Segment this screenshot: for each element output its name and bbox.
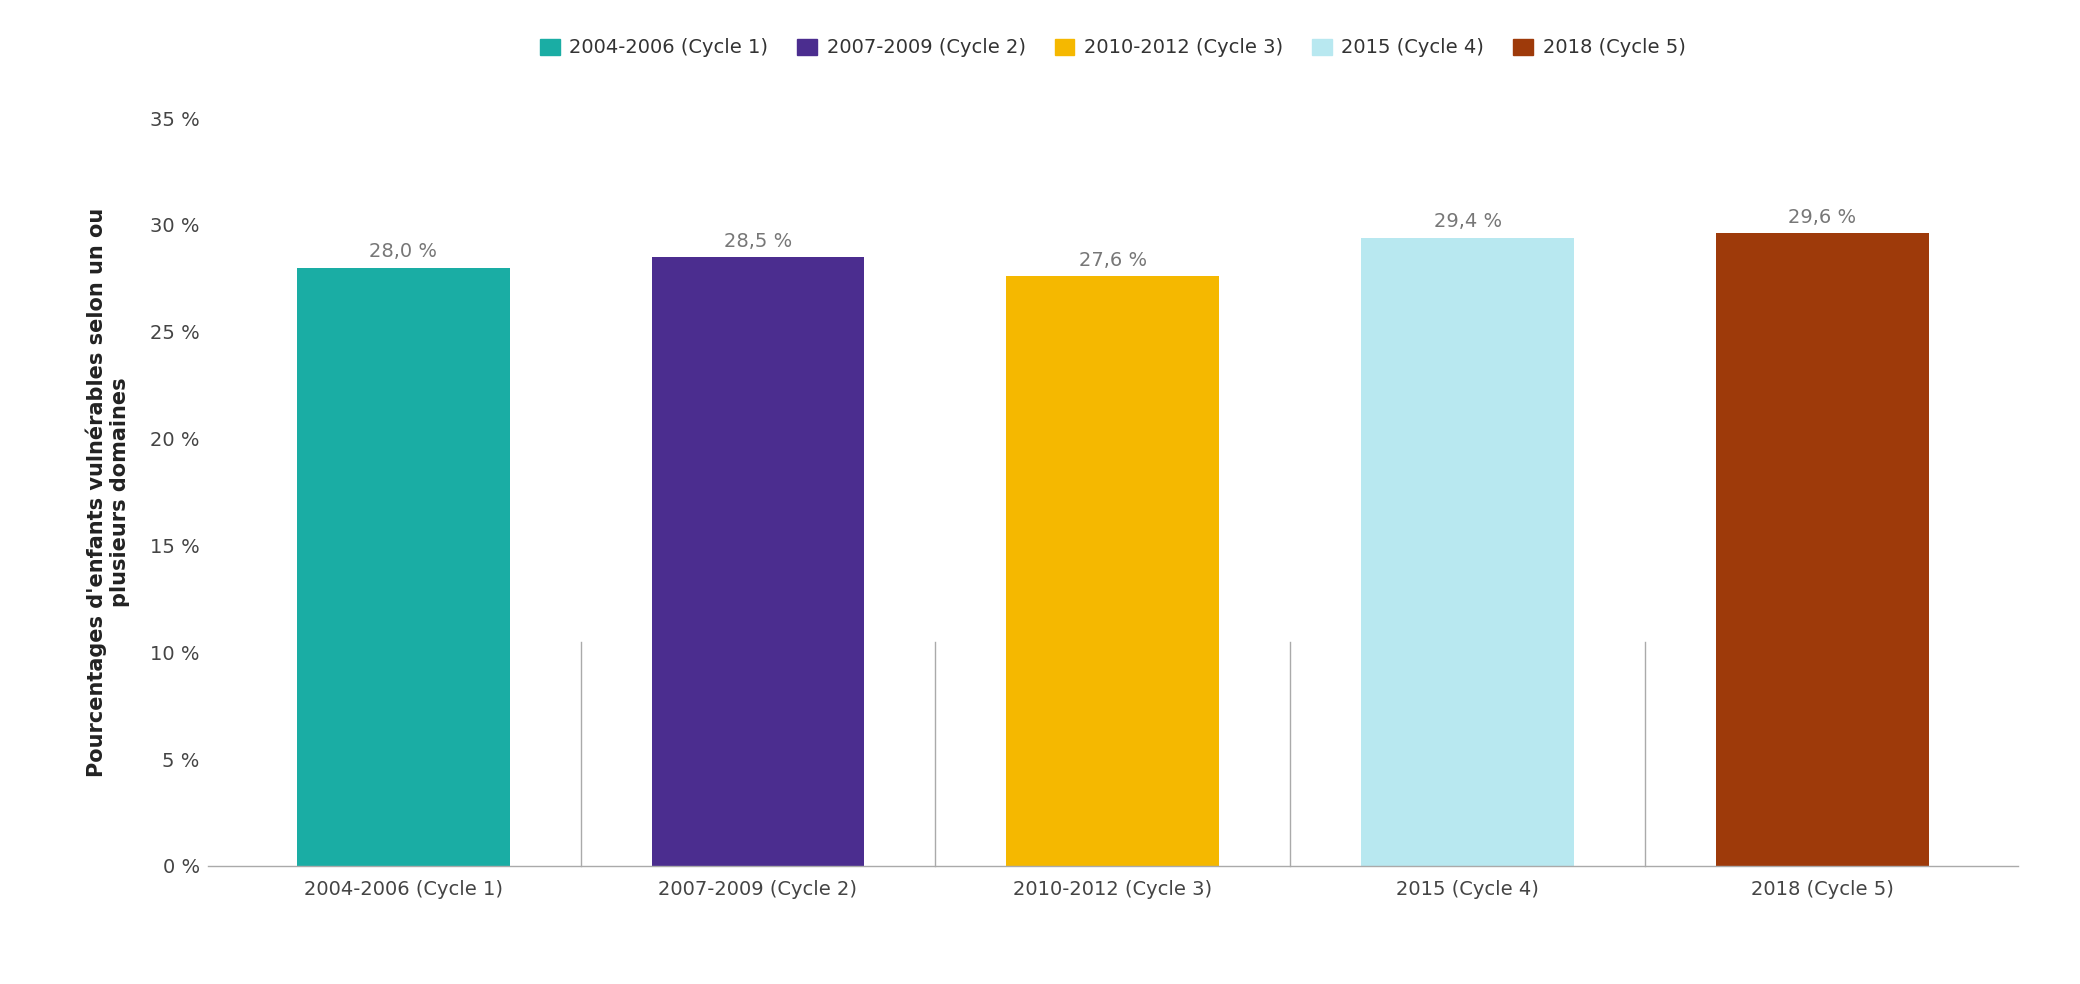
Bar <box>651 257 865 866</box>
Text: 28,0 %: 28,0 % <box>368 242 437 261</box>
Bar <box>1360 238 1575 866</box>
Bar <box>1716 233 1928 866</box>
Bar <box>297 268 510 866</box>
Y-axis label: Pourcentages d'enfants vulnérables selon un ou
plusieurs domaines: Pourcentages d'enfants vulnérables selon… <box>85 208 131 776</box>
Text: 28,5 %: 28,5 % <box>724 231 792 251</box>
Text: 29,4 %: 29,4 % <box>1433 213 1502 231</box>
Text: 29,6 %: 29,6 % <box>1789 208 1857 227</box>
Text: 27,6 %: 27,6 % <box>1080 251 1146 270</box>
Legend: 2004-2006 (Cycle 1), 2007-2009 (Cycle 2), 2010-2012 (Cycle 3), 2015 (Cycle 4), 2: 2004-2006 (Cycle 1), 2007-2009 (Cycle 2)… <box>532 31 1693 65</box>
Bar <box>1007 277 1219 866</box>
